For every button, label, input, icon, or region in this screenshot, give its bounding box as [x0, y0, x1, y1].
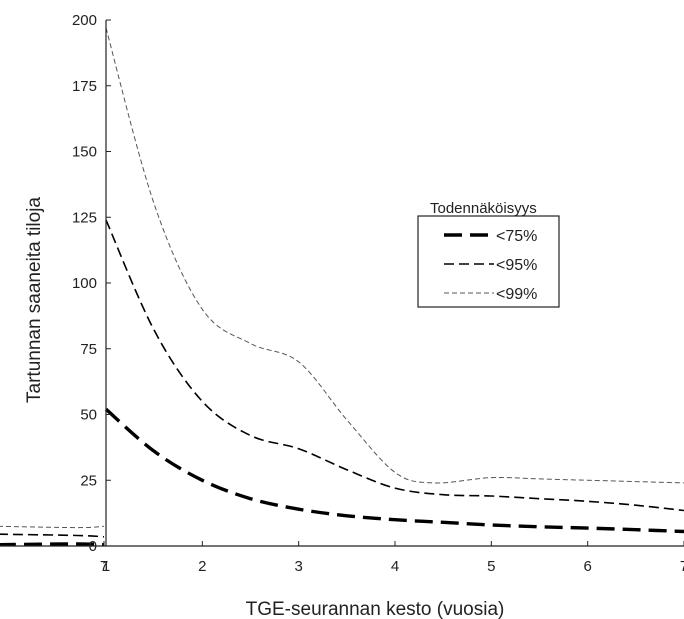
y-tick-label: 0 [89, 538, 97, 555]
x-tick-label: 6 [583, 558, 591, 575]
series-line-1-segment-0 [0, 533, 105, 538]
legend-box [417, 215, 560, 308]
x-tick-label: 1 [102, 558, 110, 575]
legend-title: Todennäköisyys [430, 200, 537, 217]
y-axis-title: Tartunnan saaneita tiloja [24, 197, 45, 403]
y-tick-label: 150 [72, 144, 97, 161]
legend-label-0: <75% [496, 228, 537, 245]
y-tick-label: 50 [80, 407, 97, 424]
y-tick-label: 25 [80, 472, 97, 489]
x-axis-title: TGE-seurannan kesto (vuosia) [246, 599, 505, 619]
series-line-0-segment-0 [0, 542, 105, 547]
series-line-2-segment-0 [0, 525, 105, 529]
legend-label-2: <99% [496, 286, 537, 303]
axes: 0255075100125150175200761234567 [0, 12, 684, 575]
series-line-1-segment-1 [105, 219, 684, 512]
legend: Todennäköisyys <75% <95% <99% [417, 200, 560, 308]
y-tick-label: 175 [72, 78, 97, 95]
series-line-0-segment-1 [104, 407, 684, 534]
y-tick-label: 125 [72, 209, 97, 226]
y-tick-label: 200 [72, 12, 97, 29]
x-tick-label: 2 [198, 558, 206, 575]
x-tick-label: 7 [680, 558, 684, 575]
legend-label-1: <95% [496, 257, 537, 274]
x-tick-label: 5 [487, 558, 495, 575]
y-tick-label: 100 [72, 275, 97, 292]
x-tick-label: 7 [100, 558, 108, 575]
x-tick-label: 3 [294, 558, 302, 575]
x-tick-label: 4 [391, 558, 399, 575]
series-line-2-segment-1 [105, 27, 684, 484]
series-lines [0, 27, 684, 547]
y-tick-label: 75 [80, 341, 97, 358]
